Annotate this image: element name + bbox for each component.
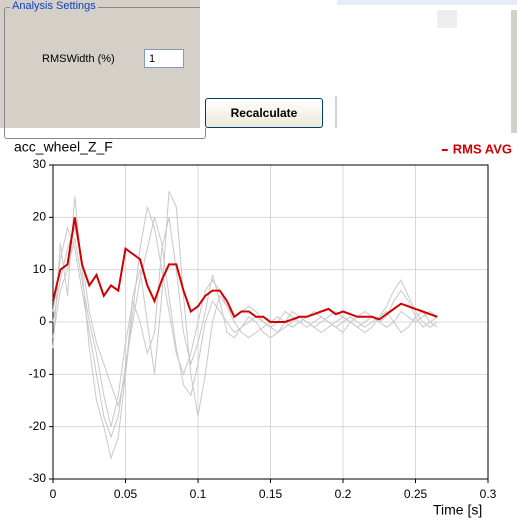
trace-line xyxy=(52,190,438,460)
blank-area xyxy=(337,0,517,133)
y-tick-label: 30 xyxy=(33,157,47,171)
y-tick-label: -20 xyxy=(29,419,47,433)
y-tick-label: 20 xyxy=(33,210,47,224)
recalculate-button[interactable]: Recalculate xyxy=(205,98,323,128)
settings-panel: Analysis Settings RMSWidth (%) 1 xyxy=(0,0,206,139)
trace-line xyxy=(52,206,438,408)
x-tick-label: 0 xyxy=(50,487,57,501)
x-tick-label: 0.2 xyxy=(335,487,352,501)
trace-line xyxy=(52,217,438,439)
strip xyxy=(437,10,457,28)
x-tick-label: 0.25 xyxy=(404,487,428,501)
y-tick-label: -30 xyxy=(29,471,47,485)
chart-title: acc_wheel_Z_F xyxy=(14,139,113,155)
trace-line xyxy=(52,217,438,427)
separator xyxy=(335,96,337,128)
x-axis-label: Time [s] xyxy=(433,502,482,518)
y-tick-label: 0 xyxy=(39,314,46,328)
settings-group xyxy=(4,7,206,139)
x-tick-label: 0.3 xyxy=(480,487,497,501)
avg-line xyxy=(52,217,438,323)
edge xyxy=(511,10,517,133)
chart: acc_wheel_Z_F Time [s] -30 -20 -10 0 10 20 30 0… xyxy=(14,139,512,518)
x-tick-label: 0.05 xyxy=(114,487,138,501)
x-tick-label: 0.15 xyxy=(259,487,283,501)
field-label: RMSWidth (%) xyxy=(42,53,115,65)
x-tick-label: 0.1 xyxy=(190,487,207,501)
y-tick-label: 10 xyxy=(33,262,47,276)
rms-width-input[interactable]: 1 xyxy=(144,49,184,68)
legend-label: RMS AVG xyxy=(453,141,512,156)
y-tick-label: -10 xyxy=(29,367,47,381)
group-title: Analysis Settings xyxy=(10,0,98,12)
